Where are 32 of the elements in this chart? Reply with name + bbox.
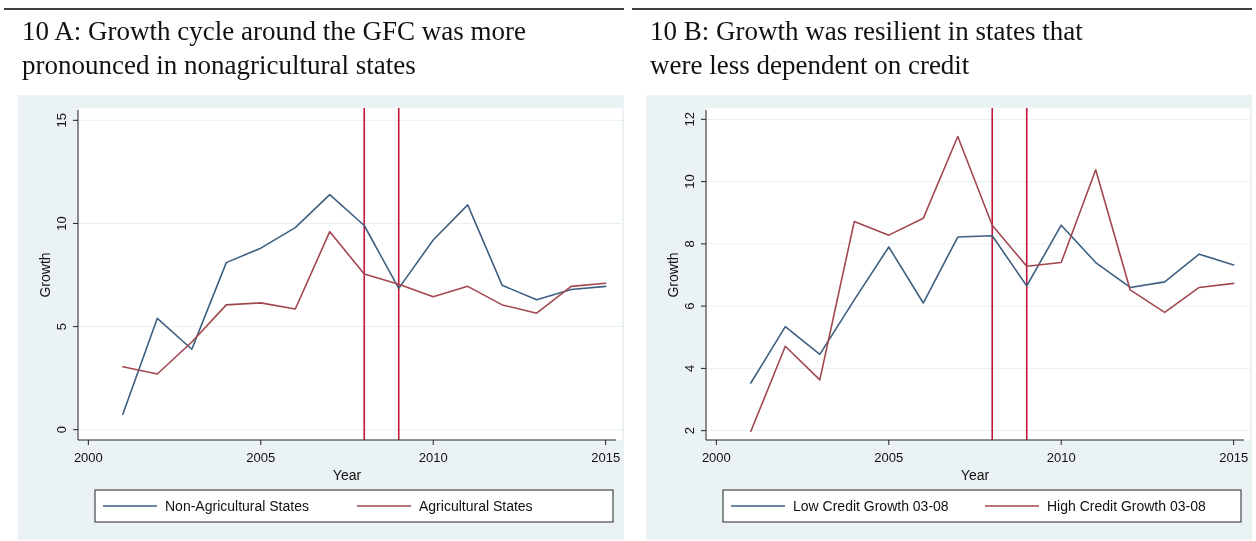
x-tick-label: 2005 bbox=[874, 450, 904, 465]
y-tick-label: 8 bbox=[682, 240, 697, 248]
y-tick-label: 10 bbox=[54, 216, 69, 231]
x-tick-label: 2015 bbox=[591, 450, 621, 465]
x-tick-label: 2010 bbox=[1046, 450, 1076, 465]
x-axis-title: Year bbox=[332, 467, 362, 483]
x-tick-label: 2005 bbox=[246, 450, 276, 465]
y-tick-label: 6 bbox=[682, 302, 697, 310]
chart-title: 10 B: Growth was resilient in states that were less dependent on credit bbox=[650, 16, 1084, 80]
legend-label: Low Credit Growth 03-08 bbox=[793, 498, 949, 514]
legend-label: High Credit Growth 03-08 bbox=[1047, 498, 1206, 514]
y-tick-label: 2 bbox=[682, 427, 697, 435]
line-series bbox=[750, 135, 1235, 433]
chart-title: 10 A: Growth cycle around the GFC was more pronounced in nonagricultural states bbox=[22, 16, 526, 80]
x-tick-label: 2000 bbox=[73, 450, 103, 465]
x-tick-label: 2015 bbox=[1219, 450, 1249, 465]
y-tick-label: 15 bbox=[54, 113, 69, 128]
x-axis-title: Year bbox=[960, 467, 990, 483]
legend-label: Non-Agricultural States bbox=[165, 498, 309, 514]
legend-label: Agricultural States bbox=[419, 498, 533, 514]
y-tick-label: 10 bbox=[682, 174, 697, 189]
y-tick-label: 5 bbox=[54, 322, 69, 331]
x-tick-label: 2000 bbox=[701, 450, 731, 465]
y-tick-label: 12 bbox=[682, 112, 697, 127]
y-axis-title: Growth bbox=[665, 252, 681, 298]
line-series bbox=[750, 224, 1235, 384]
line-series bbox=[122, 193, 607, 416]
y-tick-label: 4 bbox=[682, 364, 697, 373]
y-axis-title: Growth bbox=[37, 252, 53, 298]
line-series bbox=[122, 230, 607, 375]
x-tick-label: 2010 bbox=[418, 450, 448, 465]
y-tick-label: 0 bbox=[54, 426, 69, 434]
